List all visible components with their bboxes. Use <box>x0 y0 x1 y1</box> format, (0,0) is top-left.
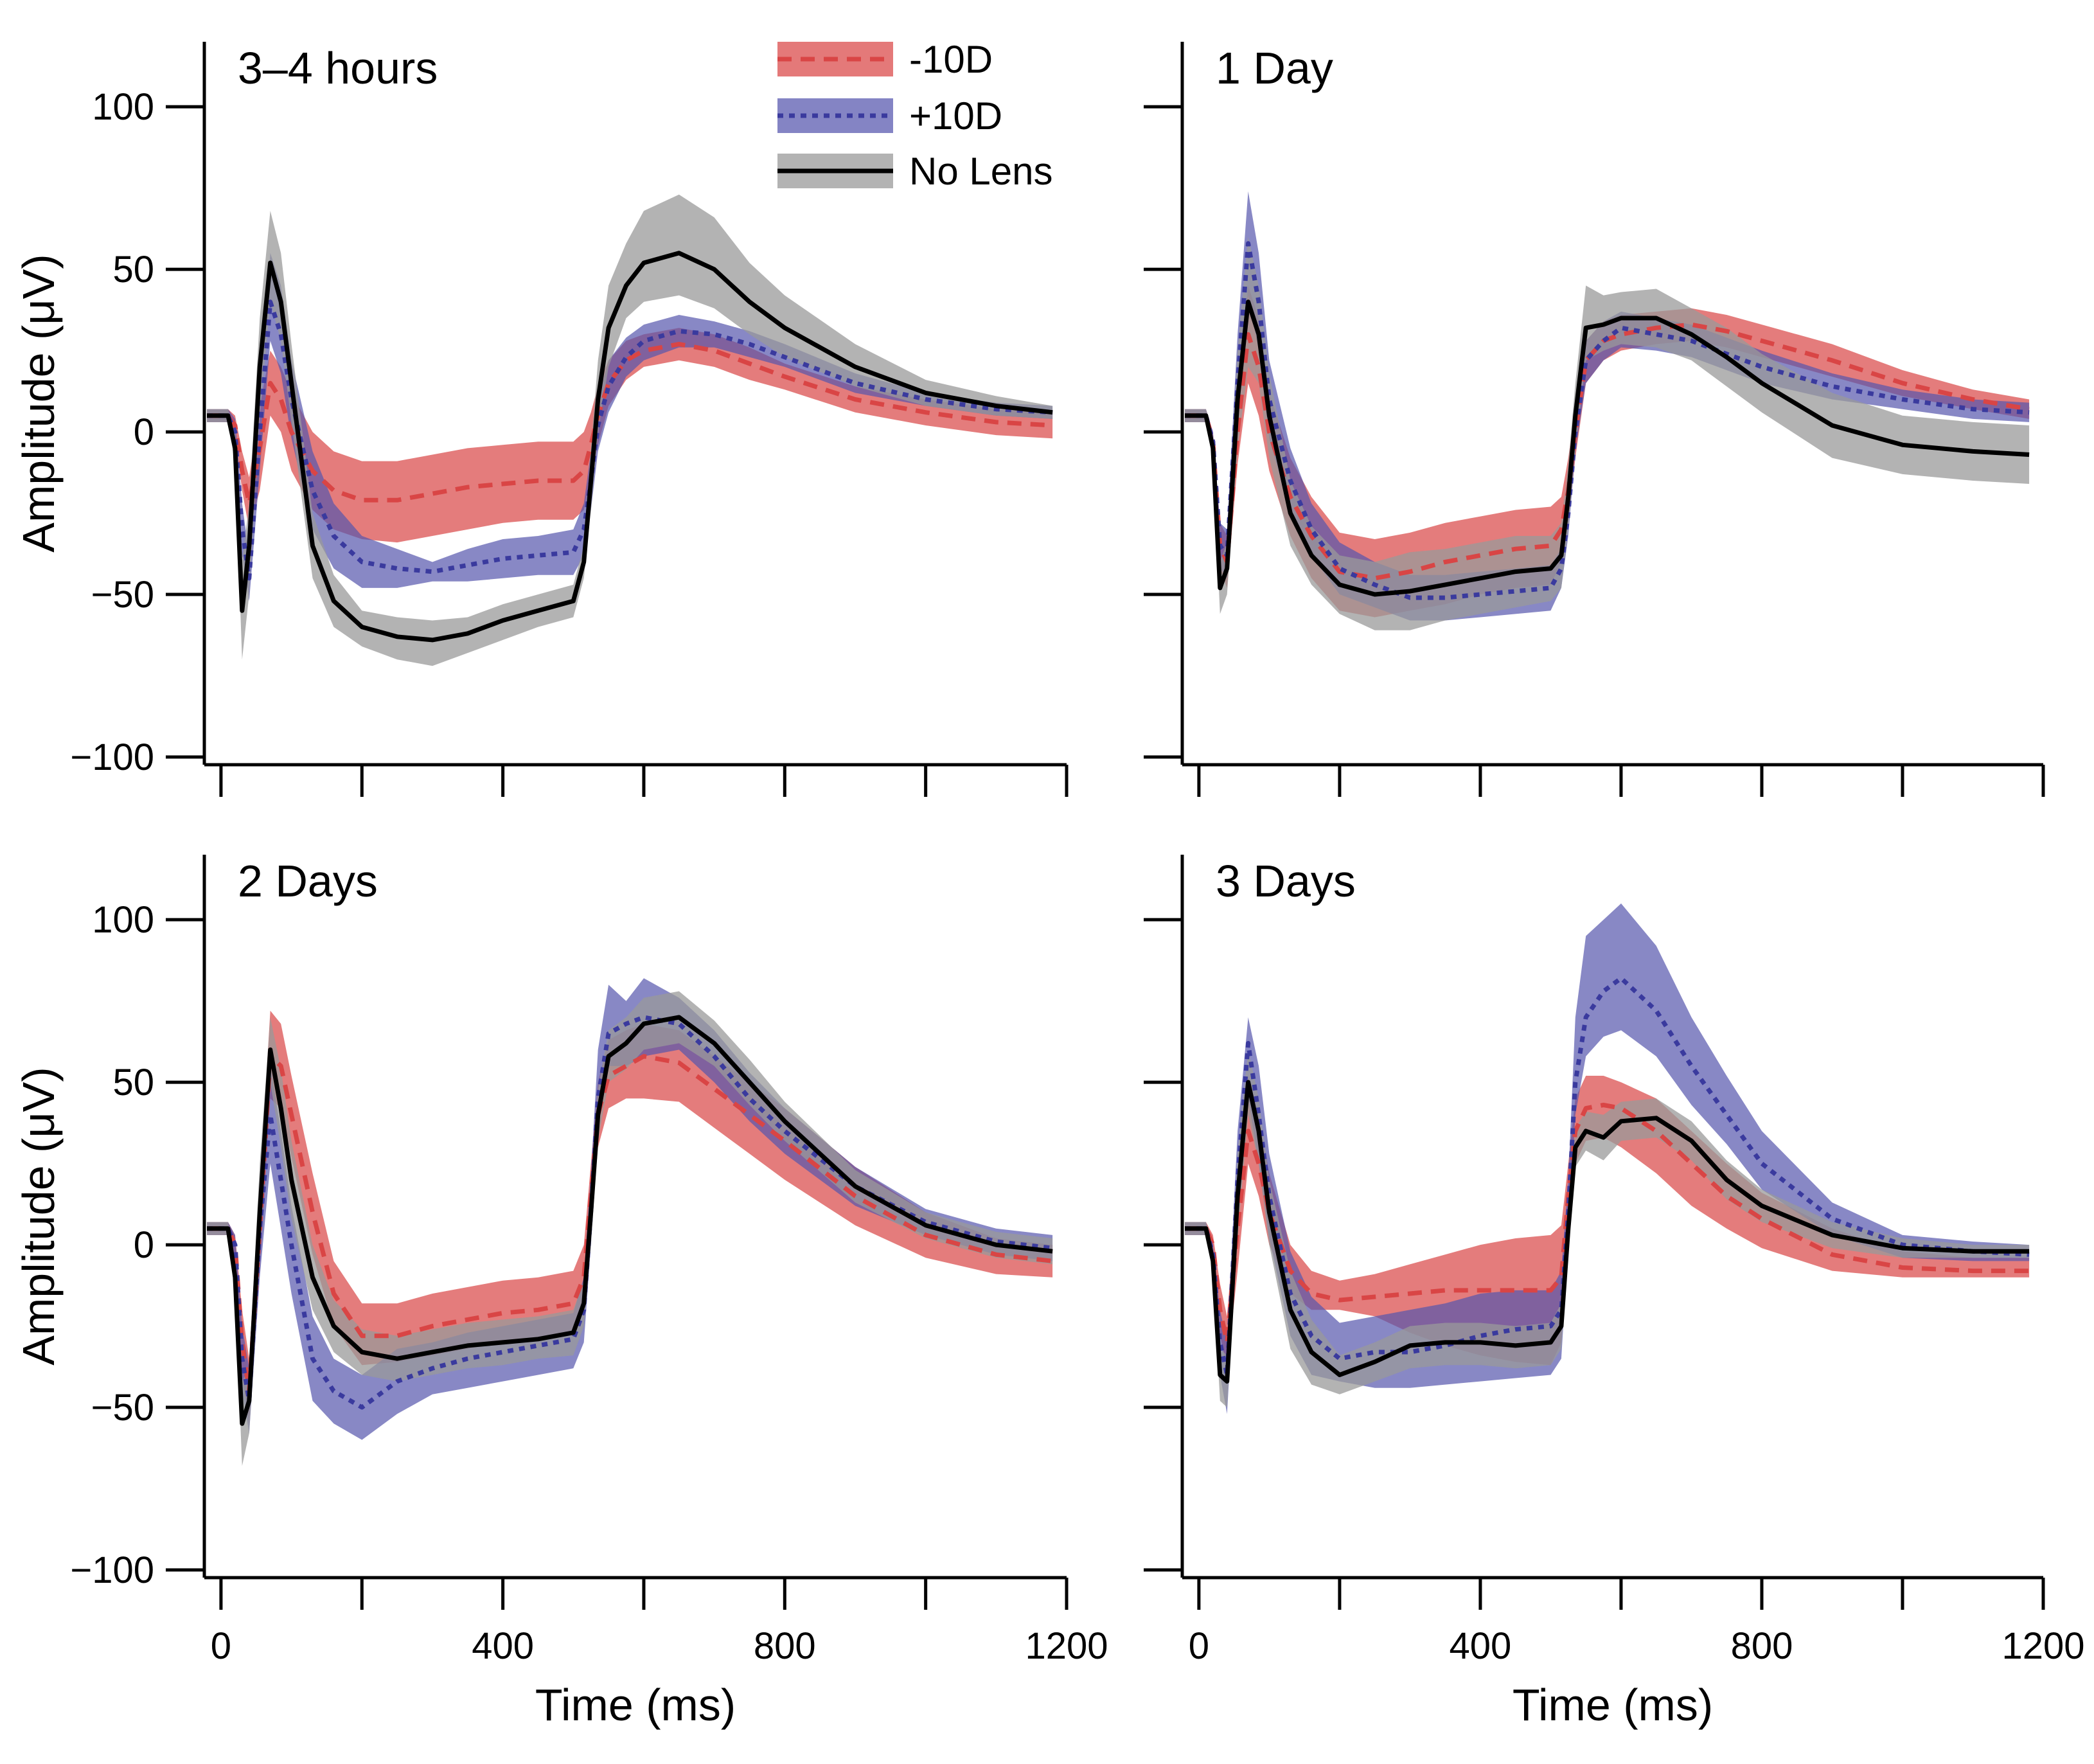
x-tick-label: 1200 <box>1025 1625 1108 1667</box>
series-line--10d <box>1185 322 2030 581</box>
series-line--10d <box>1185 1103 2030 1345</box>
panel-1: −100 −50 0 50 100 3–4 hours Amplitude (μV) <box>13 42 1069 797</box>
band--10d <box>1185 285 2030 618</box>
y-tick-label: 50 <box>112 249 154 290</box>
series-line-no-lens <box>1185 1080 2030 1384</box>
panel-2: 1 Day <box>1144 42 2045 797</box>
panel-title: 3–4 hours <box>238 43 438 93</box>
band--10d <box>207 1010 1053 1424</box>
legend: -10D +10D No Lens <box>777 38 1052 193</box>
series-line-no-lens <box>1185 299 2030 597</box>
y-tick-label: 0 <box>134 1224 154 1266</box>
band-no-lens <box>207 194 1053 666</box>
band-no-lens <box>1185 1049 2030 1407</box>
panel-title: 1 Day <box>1216 43 1333 93</box>
legend-item: -10D <box>777 38 993 81</box>
x-tick-label: 0 <box>1189 1625 1209 1667</box>
legend-label: +10D <box>909 94 1002 138</box>
x-axis-title: Time (ms) <box>1513 1680 1713 1730</box>
y-tick-label: 0 <box>134 411 154 453</box>
legend-item: +10D <box>777 94 1002 138</box>
series-line--10d <box>1185 241 2030 600</box>
y-axis-title: Amplitude (μV) <box>13 254 64 552</box>
y-tick-label: −50 <box>91 1387 154 1429</box>
series-line--10d <box>1185 976 2030 1377</box>
y-tick-label: 100 <box>92 86 154 128</box>
x-tick-label: 0 <box>211 1625 231 1667</box>
series-line--10d <box>207 299 1053 581</box>
x-tick-label: 800 <box>1731 1625 1793 1667</box>
panel-title: 3 Days <box>1216 856 1356 906</box>
x-tick-label: 1200 <box>2001 1625 2084 1667</box>
y-tick-label: 100 <box>92 899 154 941</box>
y-tick-label: −50 <box>91 574 154 616</box>
series-line--10d <box>207 342 1053 506</box>
x-axis-title: Time (ms) <box>535 1680 736 1730</box>
y-tick-label: −100 <box>70 736 154 778</box>
band--10d <box>1185 903 2030 1414</box>
band-no-lens <box>1185 236 2030 630</box>
y-tick-label: −100 <box>70 1549 154 1591</box>
legend-item: No Lens <box>777 150 1052 193</box>
band-no-lens <box>207 991 1053 1466</box>
y-axis-title: Amplitude (μV) <box>13 1067 64 1365</box>
legend-label: -10D <box>909 38 993 81</box>
series-line-no-lens <box>207 1015 1053 1426</box>
series-line-no-lens <box>207 251 1053 643</box>
panel-title: 2 Days <box>238 856 378 906</box>
x-tick-label: 800 <box>754 1625 816 1667</box>
y-tick-label: 50 <box>112 1062 154 1103</box>
panel-3: −100 −50 0 50 100 0 400 800 1200 2 Days Amplitude … <box>13 855 1108 1730</box>
panel-4: 0 400 800 1200 3 Days Time (ms) <box>1144 855 2085 1730</box>
x-tick-label: 400 <box>472 1625 534 1667</box>
x-tick-label: 400 <box>1450 1625 1512 1667</box>
legend-label: No Lens <box>909 150 1052 193</box>
band--10d <box>207 328 1053 543</box>
